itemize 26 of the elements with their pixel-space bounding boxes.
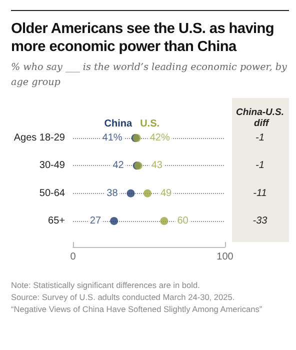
data-label: 43 — [151, 160, 163, 172]
chart-subtitle: % who say ___ is the world’s leading economic power, by age group — [11, 61, 288, 90]
x-tick-label: 0 — [70, 252, 76, 262]
y-tick-label: 30-49 — [39, 160, 66, 172]
data-label: 49 — [160, 188, 172, 199]
data-label: 42 — [112, 160, 124, 172]
text: Note: Statistically significant differences are in bold. — [11, 279, 201, 291]
series-label: U.S. — [140, 118, 160, 130]
text: China-U.S. diff — [236, 107, 284, 129]
data-label: 41% — [102, 132, 122, 144]
series-label: China — [104, 118, 133, 130]
y-tick-label: 65+ — [48, 216, 66, 226]
source-note: Source: Survey of U.S. adults conducted March 24-30, 2025. — [11, 291, 236, 303]
data-label: 60 — [177, 216, 189, 226]
text: -33 — [252, 216, 268, 226]
y-tick-label: Ages 18-29 — [14, 132, 66, 144]
data-label: 27 — [90, 216, 102, 226]
data-label: 42% — [150, 132, 170, 144]
text: -11 — [253, 188, 267, 199]
text: -1 — [256, 132, 264, 144]
y-tick-label: 50-64 — [39, 188, 66, 199]
x-tick-label: 100 — [216, 252, 234, 262]
chart-title: Older Americans see the U.S. as having more economic power than China — [11, 20, 276, 56]
text: -1 — [256, 160, 264, 172]
data-label: 38 — [106, 188, 118, 199]
text: “Negative Views of China Have Softened Slightly Among Americans” — [11, 303, 264, 315]
